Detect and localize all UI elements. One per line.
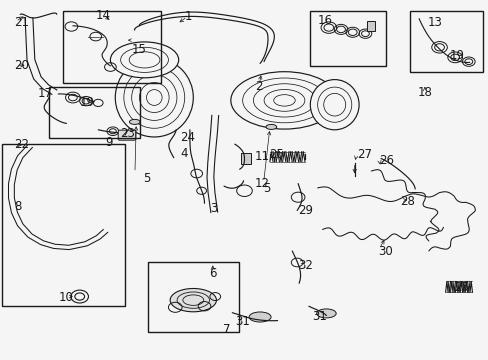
Text: 31: 31	[234, 315, 249, 328]
Text: 28: 28	[400, 195, 415, 208]
Text: 10: 10	[58, 291, 73, 304]
Ellipse shape	[110, 42, 178, 78]
Text: 31: 31	[311, 310, 326, 324]
Text: 13: 13	[427, 17, 441, 30]
Text: 20: 20	[14, 59, 29, 72]
Text: 19: 19	[80, 96, 95, 109]
Text: 29: 29	[298, 204, 312, 217]
Text: 23: 23	[120, 127, 135, 140]
Text: 16: 16	[317, 14, 332, 27]
Bar	[148, 262, 238, 332]
Text: 5: 5	[143, 172, 150, 185]
Text: 7: 7	[222, 323, 230, 336]
Text: 11: 11	[254, 150, 269, 163]
Text: 18: 18	[417, 86, 431, 99]
Text: 2: 2	[255, 80, 263, 93]
Text: 15: 15	[131, 42, 146, 55]
Ellipse shape	[265, 125, 276, 130]
Text: 3: 3	[210, 202, 217, 215]
Ellipse shape	[316, 309, 335, 318]
Text: 9: 9	[105, 136, 113, 149]
Bar	[49, 87, 140, 138]
Text: 6: 6	[209, 267, 216, 280]
Ellipse shape	[170, 288, 216, 312]
Text: 25: 25	[268, 148, 283, 161]
Bar	[240, 153, 251, 163]
Text: 17: 17	[37, 87, 52, 100]
Ellipse shape	[310, 80, 358, 130]
Text: 22: 22	[14, 138, 29, 151]
Text: 21: 21	[14, 16, 29, 29]
Text: 1: 1	[184, 10, 192, 23]
Text: 19: 19	[448, 49, 463, 62]
Text: 24: 24	[180, 131, 195, 144]
Text: 12: 12	[254, 177, 269, 190]
Text: 26: 26	[378, 154, 393, 167]
FancyBboxPatch shape	[118, 130, 136, 140]
Text: 32: 32	[298, 259, 312, 272]
Text: 27: 27	[356, 148, 371, 161]
Ellipse shape	[129, 120, 140, 125]
Bar	[409, 11, 483, 72]
Bar	[1, 144, 125, 306]
Text: 5: 5	[263, 183, 270, 195]
Bar	[366, 21, 374, 31]
Text: 30: 30	[378, 244, 392, 257]
Bar	[63, 12, 160, 83]
Text: 8: 8	[14, 201, 21, 213]
Text: 25: 25	[453, 281, 468, 294]
Text: 14: 14	[95, 9, 110, 22]
Ellipse shape	[248, 312, 270, 322]
Bar	[310, 11, 385, 66]
Text: 4: 4	[180, 147, 187, 159]
